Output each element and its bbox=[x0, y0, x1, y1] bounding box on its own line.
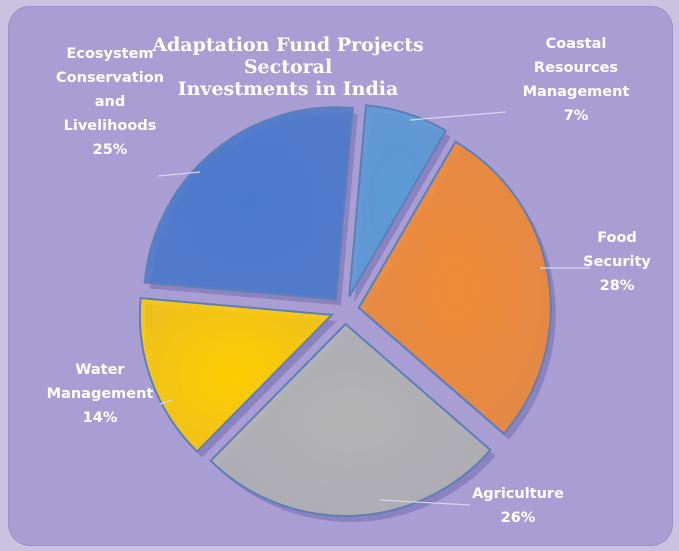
slice-category-label: Conservation bbox=[56, 70, 164, 86]
slice-category-label: Coastal bbox=[546, 36, 607, 52]
pie-slice-0 bbox=[348, 104, 448, 298]
slice-percent-label: 25% bbox=[93, 142, 128, 158]
leader-line bbox=[157, 171, 201, 177]
slice-percent-label: 7% bbox=[564, 108, 589, 124]
slice-category-label: Livelihoods bbox=[64, 118, 157, 134]
slice-category-label: Security bbox=[583, 254, 651, 270]
slice-category-label: Management bbox=[523, 84, 630, 100]
slice-category-label: Water bbox=[75, 362, 125, 378]
slice-percent-label: 26% bbox=[501, 510, 536, 526]
slice-category-label: Ecosystem bbox=[66, 46, 153, 62]
pie-slice-2 bbox=[209, 322, 492, 517]
chart-title: Adaptation Fund Projects Sectoral Invest… bbox=[138, 34, 438, 100]
slice-category-label: Food bbox=[597, 230, 637, 246]
pie-slice-4 bbox=[143, 106, 354, 301]
chart-title-line-2: Investments in India bbox=[177, 78, 399, 100]
leader-line bbox=[379, 499, 471, 506]
slice-category-label: Agriculture bbox=[472, 486, 564, 502]
slice-category-label: Management bbox=[47, 386, 154, 402]
pie-slice-3 bbox=[138, 297, 335, 453]
chart-title-line-1: Adaptation Fund Projects Sectoral bbox=[152, 34, 424, 78]
slice-category-label: and bbox=[95, 94, 126, 110]
pie-slice-1 bbox=[357, 140, 552, 436]
slice-category-label: Resources bbox=[534, 60, 618, 76]
slice-percent-label: 14% bbox=[83, 410, 118, 426]
leader-line bbox=[409, 111, 507, 121]
leader-line bbox=[159, 399, 173, 405]
slice-percent-label: 28% bbox=[600, 278, 635, 294]
